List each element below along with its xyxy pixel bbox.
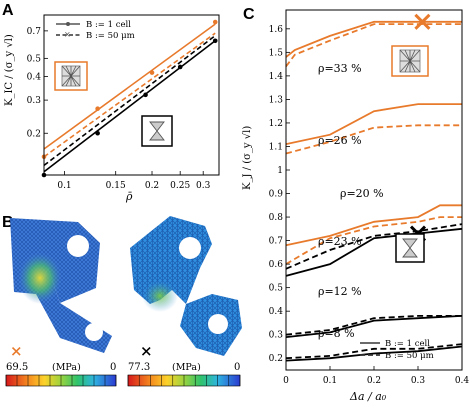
panel-c-legend: B := 1 cell B := 50 μm	[360, 339, 434, 361]
panel-c-ytick-label: 1.5	[269, 48, 284, 58]
specimen-left	[10, 218, 112, 353]
panel-a-xtick-label: 0.1	[57, 181, 71, 191]
legend-a-entry-2: B := 50 μm	[86, 31, 135, 41]
panel-a-ytick-label: 0.4	[27, 73, 42, 83]
panel-c-ytick-label: 1	[277, 166, 283, 176]
panel-letter-a: A	[2, 2, 14, 19]
panel-c-line-rho-12-dashed	[285, 315, 462, 336]
annotation-rho-33: ρ=33 %	[318, 62, 362, 75]
panel-a-legend: B := 1 cell × B := 50 μm	[56, 20, 135, 41]
panel-c-ytick-label: 0.6	[269, 260, 284, 270]
annotation-rho-26: ρ=26 %	[318, 134, 362, 147]
panel-c-line-rho-26-dashed	[285, 124, 462, 155]
panel-c-xlabel: Δa / a₀	[349, 390, 387, 403]
panel-c-xtick-label: 0.3	[411, 376, 426, 386]
panel-c-ytick-label: 1.1	[269, 142, 283, 152]
cross-marker-black: ×	[140, 342, 153, 360]
panel-c-xtick-label: 0.1	[323, 376, 337, 386]
panel-a-xtick-label: 0.2	[145, 181, 159, 191]
panel-c-xtick-label: 0	[283, 376, 289, 386]
panel-c-ytick-label: 0.5	[269, 284, 284, 294]
right-colorbar-min: 0	[234, 362, 240, 373]
panel-c-line-rho-8-solid	[285, 345, 463, 362]
panel-c-chart: 0 0.1 0.2 0.3 0.4 0.2 0.3 0.4 0.5 0.6 0.7 0.8 0.9 1 1.…	[242, 9, 470, 403]
panel-c-xtick-label: 0.4	[455, 376, 470, 386]
panel-a-ytick-label: 0.7	[27, 27, 42, 37]
panel-a-line-orange-octet-dashed	[43, 32, 216, 158]
panel-a-ytick-label: 0.2	[27, 129, 41, 139]
left-colorbar-unit: (MPa)	[52, 362, 81, 373]
panel-a-point-black-points-1	[95, 130, 100, 136]
panel-a-ytick-label: 0.5	[27, 54, 42, 64]
panel-c-ytick-label: 1.6	[269, 25, 284, 35]
right-colorbar-max: 77.3	[128, 362, 150, 373]
cross-marker-orange: ×	[10, 342, 23, 360]
panel-a-point-orange-points-1	[95, 106, 100, 112]
svg-text:×: ×	[64, 30, 71, 39]
octet-lattice-inset-c	[391, 45, 429, 77]
panel-c-ytick-label: 0.7	[269, 237, 284, 247]
panel-c-ytick-label: 0.9	[269, 190, 284, 200]
panel-b-simulation: × × 69.5 (MPa) 0 77.3 (MPa) 0	[5, 216, 242, 387]
panel-a-point-orange-points-3	[212, 19, 218, 25]
panel-a-ytick-label: 0.3	[27, 96, 42, 106]
panel-a-line-black-bct-solid	[43, 40, 216, 173]
panel-a-xtick-label: 0.25	[170, 181, 190, 191]
right-colorbar-unit: (MPa)	[172, 362, 201, 373]
annotation-rho-8: ρ=8 %	[318, 327, 355, 340]
panel-c-ytick-label: 0.8	[269, 213, 284, 223]
panel-a-xtick-label: 0.15	[106, 181, 126, 191]
legend-c-entry-2: B := 50 μm	[385, 351, 434, 361]
panel-c-ytick-label: 1.2	[269, 119, 283, 129]
panel-c-ytick-label: 0.3	[269, 331, 284, 341]
panel-c-line-rho-20-dashed	[285, 216, 462, 265]
panel-a-line-orange-octet-solid	[43, 23, 216, 150]
panel-c-cross-marker-orange	[414, 13, 431, 30]
panel-letter-c: C	[243, 6, 255, 23]
panel-a-line-black-bct-dashed	[43, 35, 216, 167]
specimen-right	[130, 216, 242, 356]
annotation-rho-23: ρ=23 %	[318, 235, 362, 248]
legend-c-entry-1: B := 1 cell	[385, 339, 430, 349]
panel-c-line-rho-23-solid	[285, 227, 463, 277]
panel-a-point-black-points-4	[212, 38, 218, 44]
left-colorbar-max: 69.5	[6, 362, 28, 373]
panel-c-line-rho-33-dashed	[285, 23, 462, 68]
octet-lattice-inset	[54, 61, 88, 91]
panel-c-ytick-label: 1.4	[269, 72, 284, 82]
panel-a-xlabel: ρ̄	[125, 190, 133, 203]
panel-a-point-black-points-2	[143, 92, 148, 98]
left-colorbar-min: 0	[110, 362, 116, 373]
panel-letter-b: B	[2, 214, 14, 231]
panel-a-ylabel: K_IC / (σ_y √l)	[4, 34, 15, 106]
annotation-rho-20: ρ=20 %	[340, 187, 384, 200]
panel-c-line-rho-33-solid	[285, 20, 462, 58]
panel-c-ytick-label: 0.4	[269, 307, 284, 317]
legend-a-entry-1: B := 1 cell	[86, 20, 131, 30]
panel-c-xtick-label: 0.2	[367, 376, 381, 386]
panel-a-xtick-label: 0.3	[196, 181, 211, 191]
panel-c-ytick-label: 0.2	[269, 354, 283, 364]
panel-c-ytick-label: 1.3	[269, 95, 284, 105]
panel-c-line-rho-8-dashed	[285, 343, 463, 360]
panel-a-point-orange-points-2	[149, 70, 155, 75]
bct-lattice-inset	[141, 115, 173, 147]
panel-c-line-rho-23-dashed	[285, 223, 463, 270]
panel-c-line-rho-20-solid	[285, 204, 462, 247]
panel-a-chart: 0.1 0.15 0.2 0.25 0.3 0.2 0.3 0.4 0.5 0.7 B := 1 …	[4, 14, 220, 203]
panel-c-line-rho-26-solid	[285, 103, 462, 145]
panel-c-ylabel: K_J / (σ_y √l)	[242, 126, 253, 190]
panel-c-line-rho-12-solid	[285, 315, 463, 338]
annotation-rho-12: ρ=12 %	[318, 285, 362, 298]
bct-lattice-inset-c	[395, 233, 425, 263]
panel-a-point-black-points-3	[177, 64, 183, 70]
